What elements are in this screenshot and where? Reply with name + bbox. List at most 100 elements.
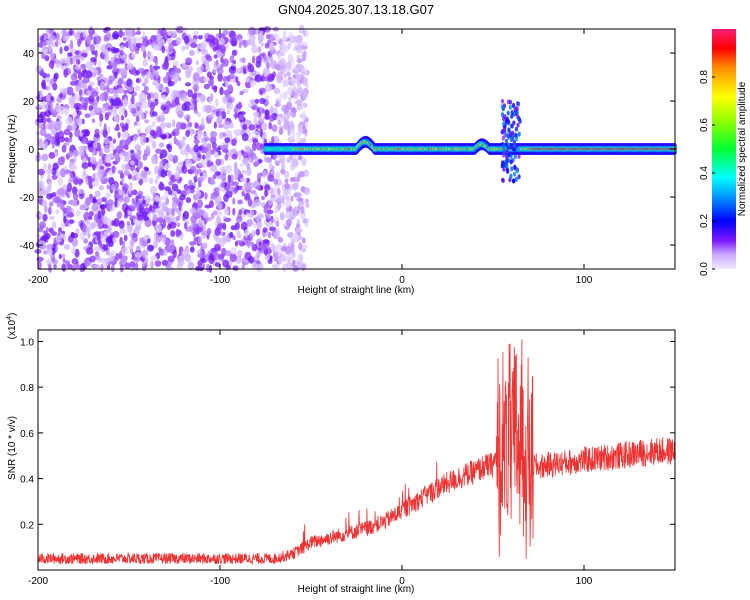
spectrogram-noise-cell <box>148 177 154 185</box>
spectrogram-noise-cell <box>232 148 237 153</box>
spectrogram-noise-cell <box>91 90 99 97</box>
spectrogram-noise-cell <box>47 82 52 91</box>
spectrogram-noise-cell <box>302 77 308 85</box>
spectrogram-noise-cell <box>288 205 293 212</box>
spectrogram-noise-cell <box>261 52 266 57</box>
snr-y-tick-label: 1.0 <box>20 337 34 348</box>
spectrogram-disturbance-cell <box>500 112 505 118</box>
spectrogram-noise-cell <box>110 184 116 191</box>
spectrogram-noise-cell <box>269 59 277 69</box>
spectrogram-noise-cell <box>179 233 184 241</box>
spectrogram-y-tick-label: 40 <box>23 49 35 60</box>
spectrogram-noise-cell <box>131 154 136 162</box>
spectrogram-noise-cell <box>101 153 106 163</box>
spectrogram-noise-cell <box>215 158 222 166</box>
spectrogram-noise-cell <box>50 61 54 70</box>
spectrogram-noise-cell <box>45 95 51 102</box>
spectrogram-noise-cell <box>203 83 210 90</box>
spectrogram-noise-cell <box>196 199 203 209</box>
spectrogram-noise-cell <box>136 121 141 127</box>
spectrogram-noise-cell <box>149 204 153 212</box>
spectrogram-noise-cell <box>115 252 120 261</box>
spectrogram-noise-cell <box>241 169 247 175</box>
spectrogram-noise-cell <box>188 225 193 232</box>
spectrogram-noise-cell <box>129 261 136 269</box>
spectrogram-noise-cell <box>105 192 111 199</box>
spectrogram-noise-cell <box>89 66 97 72</box>
spectrogram-noise-cell <box>124 110 128 118</box>
spectrogram-noise-cell <box>98 185 105 191</box>
spectrogram-noise-cell <box>159 181 164 190</box>
spectrogram-noise-cell <box>168 180 174 186</box>
spectrogram-noise-cell <box>197 42 205 51</box>
spectrogram-noise-cell <box>275 64 282 71</box>
spectrogram-noise-cell <box>220 63 225 69</box>
spectrogram-noise-cell <box>255 185 262 190</box>
spectrogram-noise-cell <box>258 36 263 41</box>
spectrogram-noise-cell <box>189 207 197 215</box>
spectrogram-noise-cell <box>270 186 274 196</box>
spectrogram-noise-cell <box>287 253 294 261</box>
spectrogram-noise-cell <box>229 253 237 263</box>
spectrogram-noise-cell <box>146 238 151 244</box>
spectrogram-noise-cell <box>213 54 218 59</box>
spectrogram-noise-cell <box>263 156 270 163</box>
spectrogram-noise-cell <box>254 156 259 162</box>
spectrogram-noise-cell <box>94 190 101 198</box>
spectrogram-noise-cell <box>148 51 153 59</box>
spectrogram-noise-cell <box>90 57 97 63</box>
spectrogram-noise-cell <box>146 170 152 175</box>
spectrogram-noise-cell <box>144 119 150 124</box>
spectrogram-x-tick-label: -100 <box>210 275 230 286</box>
spectrogram-noise-cell <box>205 66 211 71</box>
spectrogram-noise-cell <box>72 57 76 65</box>
spectrogram-noise-cell <box>69 80 77 86</box>
spectrogram-noise-cell <box>37 260 42 270</box>
spectrogram-noise-cell <box>218 123 224 129</box>
spectrogram-noise-cell <box>295 227 303 233</box>
spectrogram-noise-cell <box>54 120 62 128</box>
spectrogram-noise-cell <box>134 222 141 227</box>
spectrogram-noise-cell <box>100 264 104 273</box>
spectrogram-noise-cell <box>71 258 79 265</box>
spectrogram-noise-cell <box>247 62 252 70</box>
spectrogram-noise-cell <box>94 49 98 58</box>
spectrogram-noise-cell <box>143 234 150 240</box>
spectrogram-noise-cell <box>202 224 206 232</box>
spectrogram-disturbance-cell <box>517 131 521 137</box>
spectrogram-noise-cell <box>246 39 252 46</box>
spectrogram-noise-cell <box>265 83 273 92</box>
spectrogram-noise-cell <box>58 227 62 234</box>
spectrogram-noise-cell <box>71 238 79 247</box>
spectrogram-noise-cell <box>204 254 210 262</box>
spectrogram-noise-cell <box>121 183 129 192</box>
spectrogram-noise-cell <box>62 29 67 38</box>
spectrogram-noise-cell <box>174 67 181 74</box>
spectrogram-noise-cell <box>268 161 273 171</box>
spectrogram-noise-cell <box>235 255 242 264</box>
spectrogram-noise-cell <box>266 209 274 215</box>
spectrogram-noise-cell <box>202 211 209 219</box>
spectrogram-noise-cell <box>153 44 160 51</box>
spectrogram-noise-cell <box>236 230 241 238</box>
spectrogram-noise-cell <box>148 135 154 144</box>
spectrogram-noise-cell <box>256 123 263 129</box>
spectrogram-noise-cell <box>137 193 142 199</box>
spectrogram-noise-cell <box>198 76 206 84</box>
spectrogram-noise-cell <box>196 112 201 118</box>
spectrogram-noise-cell <box>180 89 185 95</box>
spectrogram-noise-cell <box>64 107 70 116</box>
spectrogram-noise-cell <box>42 48 49 54</box>
spectrogram-noise-cell <box>276 75 283 84</box>
spectrogram-disturbance-cell <box>511 135 515 141</box>
spectrogram-noise-cell <box>282 38 286 48</box>
spectrogram-noise-cell <box>243 145 251 153</box>
spectrogram-disturbance-cell <box>517 116 521 122</box>
spectrogram-noise-cell <box>165 72 170 78</box>
spectrogram-disturbance-cell <box>500 160 505 166</box>
spectrogram-noise-cell <box>224 153 229 161</box>
spectrogram-noise-cell <box>139 205 145 214</box>
spectrogram-noise-cell <box>192 212 200 218</box>
spectrogram-noise-cell <box>189 165 197 174</box>
spectrogram-noise-cell <box>210 194 214 200</box>
